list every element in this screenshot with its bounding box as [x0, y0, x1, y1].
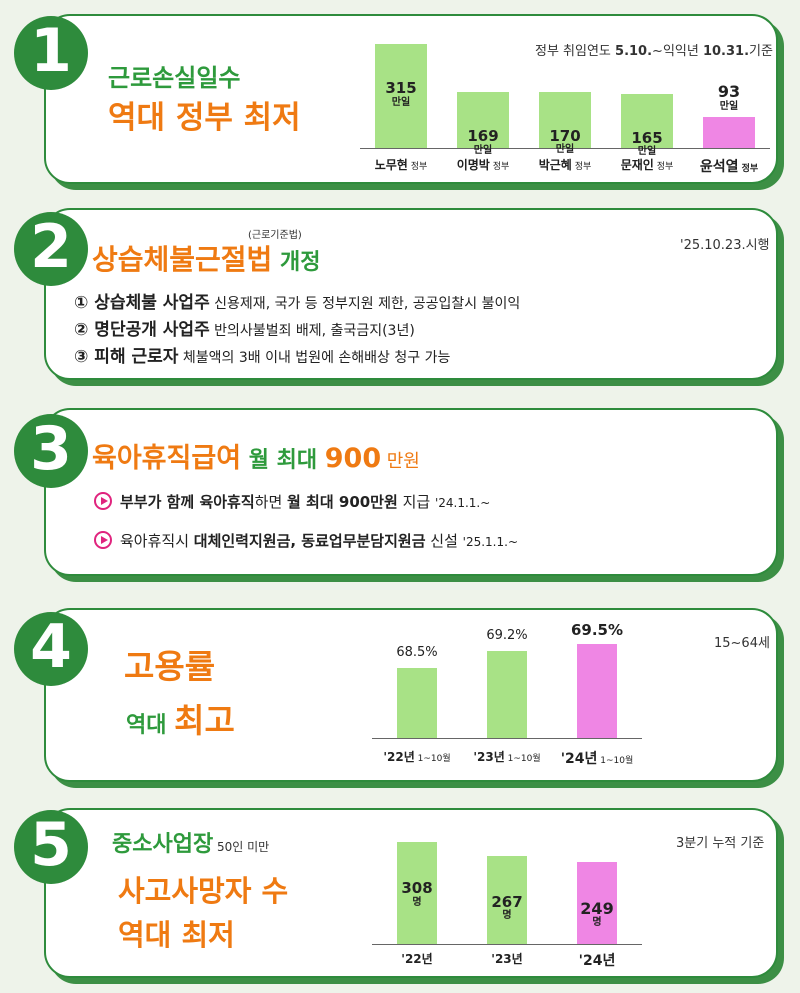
section-number-badge: 5: [14, 810, 88, 884]
section4-age-note: 15~64세: [714, 636, 770, 651]
section2-item-2: ② 명단공개 사업주 반의사불벌죄 배제, 출국금지(3년): [74, 320, 415, 340]
section1-title-line2: 역대 정부 최저: [108, 100, 301, 136]
chart-category-label: '23년: [491, 952, 523, 966]
chart-category-label: '22년 1~10월: [383, 750, 451, 764]
section4-title-line2: 역대 최고: [126, 701, 235, 740]
section2-item-3: ③ 피해 근로자 체불액의 3배 이내 법원에 손해배상 청구 가능: [74, 347, 451, 367]
chart-bar: [539, 91, 591, 148]
chart-category-label: 이명박 정부: [456, 158, 510, 172]
chart-bar: [397, 842, 437, 944]
chart-value-label: 267 명: [491, 892, 523, 922]
section2-item-1: ① 상습체불 사업주 신용제재, 국가 등 정부지원 제한, 공공입찰시 불이익: [74, 293, 521, 313]
section5-title-line2: 사고사망자 수: [118, 874, 289, 908]
card-wage-arrears-law: [44, 208, 778, 380]
section5-basis-note: 3분기 누적 기준: [676, 836, 765, 851]
section3-line-1: 부부가 함께 육아휴직하면 월 최대 900만원 지급 '24.1.1.~: [94, 491, 490, 512]
chart-category-label: '22년: [401, 952, 433, 966]
section5-title-line1: 중소사업장 50인 미만: [112, 832, 270, 857]
chart-value-label: 169 만일: [467, 127, 499, 156]
chart-bar: [457, 92, 509, 148]
chart-bar: [375, 44, 427, 148]
section-number-badge: 3: [14, 414, 88, 488]
chart-category-label: 문재인 정부: [620, 158, 674, 172]
chart-bar: [487, 651, 527, 738]
employment-rate-chart-xlabels: '22년 1~10월 '23년 1~10월 '24년 1~10월: [372, 744, 642, 768]
chart-bar: [577, 861, 617, 944]
chart-value-label: 165 만일: [631, 128, 663, 158]
play-arrow-icon: [94, 492, 112, 510]
chart-bar: [621, 93, 673, 148]
chart-value-label: 69.2%: [486, 628, 528, 644]
section-number-badge: 1: [14, 16, 88, 90]
chart-value-label: 69.5%: [570, 621, 624, 639]
chart-bar: [703, 117, 755, 148]
section4-title-line1: 고용률: [124, 647, 216, 686]
chart-value-label: 93 만일: [717, 82, 741, 112]
chart-bar: [487, 855, 527, 944]
section1-basis-note: 정부 취임연도 5.10.~익익년 10.31.기준: [535, 44, 773, 59]
chart-value-label: 68.5%: [396, 645, 438, 661]
chart-category-label: '24년 1~10월: [560, 751, 634, 767]
chart-value-label: 308 명: [401, 879, 433, 908]
chart-baseline: [360, 148, 770, 149]
chart-value-label: 170 만일: [549, 126, 581, 156]
chart-value-label: 315 만일: [385, 79, 417, 108]
chart-category-label: 윤석열 정부: [699, 159, 759, 175]
work-loss-days-chart: 315 만일 169 만일 170 만일 165 만일 93 만일: [360, 40, 770, 157]
chart-baseline: [372, 738, 642, 739]
section2-effective-date: '25.10.23.시행: [680, 238, 770, 253]
section5-title-line3: 역대 최저: [118, 918, 235, 952]
chart-baseline: [372, 944, 642, 945]
card-parental-leave-benefit: [44, 408, 778, 576]
fatalities-chart: 308 명 267 명 249 명: [372, 836, 642, 945]
chart-bar: [397, 668, 437, 738]
employment-rate-chart: 68.5% 69.2% 69.5%: [372, 620, 642, 739]
chart-value-label: 249 명: [580, 898, 614, 929]
section2-title: 상습체불근절법 개정: [92, 243, 321, 276]
section3-title: 육아휴직급여 월 최대 900 만원: [92, 443, 420, 474]
chart-category-label: '24년: [578, 953, 616, 969]
chart-category-label: 박근혜 정부: [538, 158, 592, 172]
fatalities-chart-xlabels: '22년 '23년 '24년: [372, 946, 642, 970]
work-loss-days-chart-xlabels: 노무현 정부 이명박 정부 박근혜 정부 문재인 정부 윤석열 정부: [360, 152, 770, 176]
section-number-badge: 4: [14, 612, 88, 686]
section-number-badge: 2: [14, 212, 88, 286]
section2-law-name: (근로기준법): [248, 230, 302, 241]
play-arrow-icon: [94, 531, 112, 549]
section3-line-2: 육아휴직시 대체인력지원금, 동료업무분담지원금 신설 '25.1.1.~: [94, 530, 518, 551]
section1-title-line1: 근로손실일수: [108, 64, 241, 92]
chart-bar: [577, 644, 617, 738]
chart-category-label: '23년 1~10월: [473, 750, 541, 764]
chart-category-label: 노무현 정부: [374, 158, 428, 172]
